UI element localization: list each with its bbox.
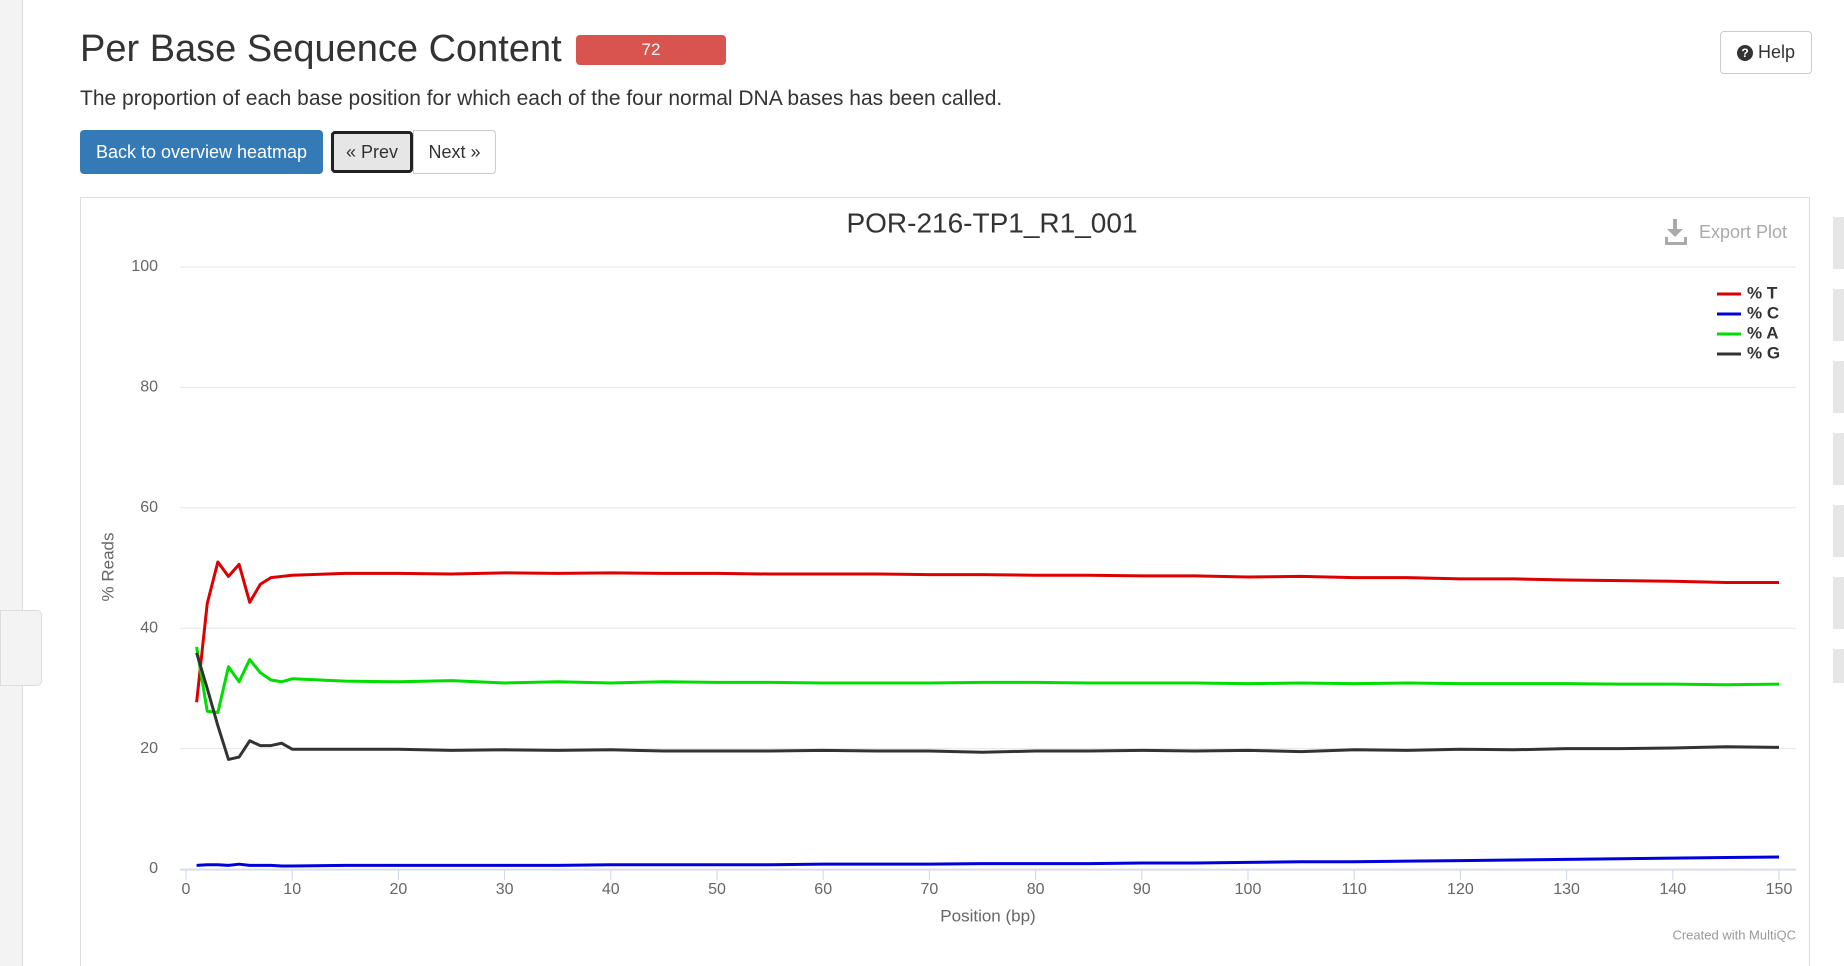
y-tick-label: 40 bbox=[140, 619, 158, 636]
export-label: Export Plot bbox=[1699, 222, 1787, 242]
x-tick-label: 100 bbox=[1235, 881, 1262, 898]
sidebar-toggle[interactable] bbox=[0, 610, 42, 686]
status-badge: 72 bbox=[576, 35, 726, 65]
x-tick-label: 70 bbox=[921, 881, 939, 898]
chart-panel bbox=[80, 197, 1810, 966]
sidebar bbox=[0, 0, 23, 966]
x-tick-label: 140 bbox=[1659, 881, 1686, 898]
side-tabs bbox=[1833, 217, 1844, 683]
legend-item: % G bbox=[1717, 343, 1780, 362]
export-icon bbox=[1665, 219, 1687, 245]
x-tick-label: 40 bbox=[602, 881, 620, 898]
x-tick-label: 30 bbox=[496, 881, 514, 898]
legend-label: % A bbox=[1747, 323, 1779, 342]
credit: Created with MultiQC bbox=[1672, 927, 1796, 942]
legend-label: % C bbox=[1747, 303, 1779, 322]
x-tick-label: 20 bbox=[390, 881, 408, 898]
series-line bbox=[195, 646, 1780, 714]
x-tick-label: 10 bbox=[283, 881, 301, 898]
x-tick-label: 130 bbox=[1553, 881, 1580, 898]
x-axis-label: Position (bp) bbox=[940, 906, 1035, 925]
help-button[interactable]: ? Help bbox=[1720, 31, 1812, 74]
x-tick-label: 110 bbox=[1341, 881, 1367, 898]
export-button[interactable]: Export Plot bbox=[1665, 219, 1787, 245]
legend-item: % C bbox=[1717, 303, 1779, 322]
x-tick-label: 150 bbox=[1766, 881, 1793, 898]
series-line bbox=[195, 652, 1780, 761]
series-line bbox=[195, 560, 1779, 703]
series-line bbox=[196, 855, 1780, 868]
legend-item: % T bbox=[1717, 283, 1778, 302]
x-tick-label: 60 bbox=[814, 881, 832, 898]
y-tick-label: 20 bbox=[140, 740, 158, 757]
x-tick-label: 0 bbox=[182, 881, 191, 898]
legend-label: % T bbox=[1747, 283, 1778, 302]
y-tick-label: 80 bbox=[140, 379, 158, 396]
help-icon: ? bbox=[1736, 44, 1753, 61]
x-tick-label: 80 bbox=[1027, 881, 1045, 898]
y-tick-label: 100 bbox=[131, 258, 158, 275]
y-axis-label: % Reads bbox=[98, 533, 117, 602]
x-tick-label: 50 bbox=[708, 881, 726, 898]
prev-button[interactable]: « Prev bbox=[331, 131, 413, 173]
chart-title: POR-216-TP1_R1_001 bbox=[846, 207, 1137, 238]
overview-button[interactable]: Back to overview heatmap bbox=[80, 130, 323, 174]
legend-label: % G bbox=[1747, 343, 1780, 362]
y-tick-label: 0 bbox=[149, 860, 158, 877]
legend-item: % A bbox=[1717, 323, 1779, 342]
next-button[interactable]: Next » bbox=[413, 130, 496, 174]
page-title: Per Base Sequence Content bbox=[80, 28, 562, 70]
x-tick-label: 90 bbox=[1133, 881, 1151, 898]
y-tick-label: 60 bbox=[140, 499, 158, 516]
help-label: Help bbox=[1757, 42, 1796, 62]
chart: POR-216-TP1_R1_001 Export Plot % Reads P… bbox=[80, 197, 1810, 966]
description: The proportion of each base position for… bbox=[80, 87, 1003, 110]
x-tick-label: 120 bbox=[1447, 881, 1474, 898]
